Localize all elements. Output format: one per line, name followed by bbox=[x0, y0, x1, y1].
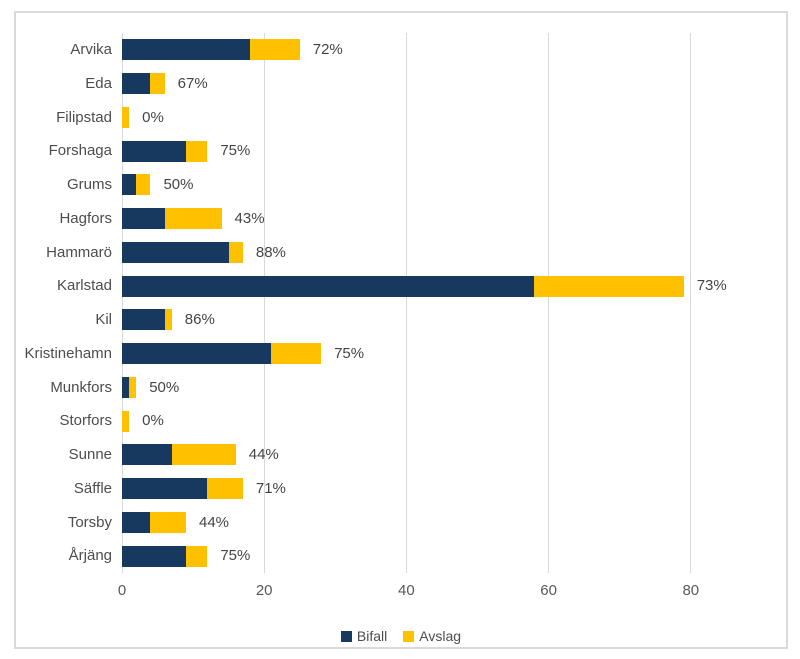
bar-filipstad bbox=[122, 106, 130, 128]
bar-kristinehamn bbox=[122, 343, 322, 365]
bar-segment-bifall bbox=[122, 208, 165, 230]
bar-segment-avslag bbox=[534, 275, 684, 297]
bar-percent-label: 50% bbox=[163, 176, 194, 193]
x-tick-label: 80 bbox=[682, 582, 700, 599]
category-label: Sunne bbox=[68, 446, 112, 463]
gridline bbox=[405, 33, 407, 573]
bar-kil bbox=[122, 309, 172, 331]
gridline bbox=[121, 33, 123, 573]
bar-percent-label: 43% bbox=[234, 209, 265, 227]
gridline bbox=[690, 33, 692, 573]
category-label: Forshaga bbox=[48, 142, 112, 160]
bar-percent-label: 88% bbox=[255, 243, 286, 261]
bar-segment-avslag bbox=[249, 39, 300, 61]
legend-label-bifall: Bifall bbox=[356, 628, 388, 644]
bar-segment-bifall bbox=[122, 241, 229, 263]
bar-segment-avslag bbox=[150, 73, 165, 95]
bar-segment-avslag bbox=[136, 174, 151, 196]
bar-percent-label: 44% bbox=[248, 446, 279, 463]
avslag-swatch-icon bbox=[403, 630, 415, 642]
bar-arvika bbox=[122, 39, 300, 61]
bar-segment-avslag bbox=[171, 444, 236, 466]
bar-percent-label: 71% bbox=[255, 479, 286, 497]
bar-hammarö bbox=[122, 241, 243, 263]
bifall-swatch-icon bbox=[340, 630, 352, 642]
category-label: Filipstad bbox=[56, 108, 112, 126]
bar-segment-avslag bbox=[122, 106, 130, 128]
category-label: Karlstad bbox=[56, 277, 112, 295]
category-label: Storfors bbox=[59, 412, 112, 430]
bar-forshaga bbox=[122, 140, 208, 162]
bar-segment-bifall bbox=[122, 275, 535, 297]
chart-frame: Arvika 72% Eda 67% Filipstad 0% Forshaga 75% Gru… bbox=[14, 11, 788, 649]
bar-percent-label: 50% bbox=[149, 378, 180, 396]
legend-label-avslag: Avslag bbox=[419, 628, 462, 644]
legend: Bifall Avslag bbox=[16, 625, 786, 647]
bar-segment-avslag bbox=[122, 410, 130, 432]
bar-segment-avslag bbox=[129, 376, 137, 398]
bar-segment-bifall bbox=[122, 343, 272, 365]
bar-percent-label: 75% bbox=[220, 142, 251, 160]
x-tick-label: 20 bbox=[255, 582, 273, 599]
bar-segment-bifall bbox=[122, 444, 172, 466]
bar-grums bbox=[122, 174, 151, 196]
bar-segment-avslag bbox=[271, 343, 322, 365]
bar-percent-label: 0% bbox=[142, 108, 164, 126]
category-label: Torsby bbox=[67, 513, 112, 531]
bar-storfors bbox=[122, 410, 130, 432]
bar-segment-avslag bbox=[207, 478, 243, 500]
bar-eda bbox=[122, 73, 165, 95]
category-label: Eda bbox=[85, 74, 112, 92]
category-label: Hagfors bbox=[59, 209, 112, 227]
bar-hagfors bbox=[122, 208, 222, 230]
bar-segment-bifall bbox=[122, 174, 137, 196]
bar-segment-bifall bbox=[122, 140, 186, 162]
legend-item-avslag: Avslag bbox=[403, 628, 461, 644]
category-label: Munkfors bbox=[50, 378, 112, 396]
bar-sunne bbox=[122, 444, 236, 466]
gridline bbox=[263, 33, 265, 573]
category-label: Kristinehamn bbox=[24, 344, 112, 362]
bar-segment-bifall bbox=[122, 73, 151, 95]
bar-segment-avslag bbox=[164, 208, 222, 230]
bar-segment-bifall bbox=[122, 39, 250, 61]
bar-segment-avslag bbox=[185, 545, 208, 567]
bar-karlstad bbox=[122, 275, 684, 297]
x-tick-label: 0 bbox=[117, 582, 127, 599]
bar-segment-bifall bbox=[122, 376, 130, 398]
bar-percent-label: 73% bbox=[696, 277, 727, 295]
category-label: Hammarö bbox=[46, 243, 112, 261]
bar-percent-label: 75% bbox=[334, 344, 365, 362]
bar-percent-label: 75% bbox=[220, 547, 251, 565]
bar-segment-bifall bbox=[122, 309, 165, 331]
category-label: Grums bbox=[67, 176, 112, 193]
bar-segment-avslag bbox=[185, 140, 208, 162]
category-label: Säffle bbox=[73, 479, 112, 497]
bar-percent-label: 67% bbox=[177, 74, 208, 92]
bar-årjäng bbox=[122, 545, 208, 567]
bar-munkfors bbox=[122, 376, 137, 398]
bar-säffle bbox=[122, 478, 243, 500]
bar-segment-avslag bbox=[150, 511, 186, 533]
bar-percent-label: 0% bbox=[142, 412, 164, 430]
x-tick-label: 60 bbox=[540, 582, 557, 599]
category-label: Kil bbox=[95, 311, 112, 328]
x-tick-label: 40 bbox=[398, 582, 415, 599]
bar-segment-bifall bbox=[122, 545, 186, 567]
bar-torsby bbox=[122, 511, 186, 533]
bar-segment-avslag bbox=[228, 241, 243, 263]
bar-percent-label: 86% bbox=[184, 311, 215, 328]
category-label: Arvika bbox=[70, 41, 112, 58]
bar-percent-label: 72% bbox=[312, 41, 343, 58]
bar-percent-label: 44% bbox=[198, 513, 230, 531]
bar-segment-bifall bbox=[122, 478, 208, 500]
legend-item-bifall: Bifall bbox=[340, 628, 388, 644]
gridline bbox=[548, 33, 550, 573]
bar-segment-avslag bbox=[164, 309, 172, 331]
category-label: Årjäng bbox=[68, 547, 112, 565]
bar-segment-bifall bbox=[122, 511, 151, 533]
